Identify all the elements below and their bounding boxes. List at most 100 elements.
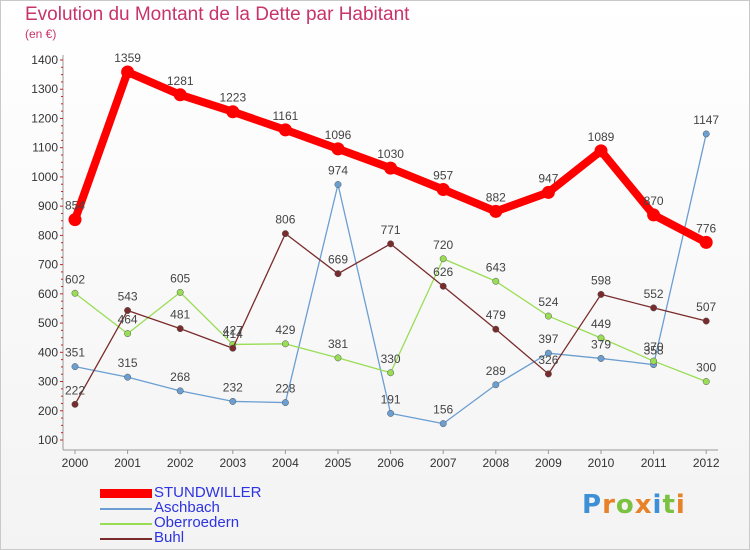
logo-letter: P [582, 490, 603, 520]
data-label: 947 [538, 171, 558, 185]
data-point [594, 144, 608, 158]
y-tick-label: 1100 [32, 141, 58, 155]
y-tick-label: 400 [38, 345, 58, 359]
data-label: 222 [65, 383, 85, 397]
y-tick-label: 500 [38, 316, 58, 330]
data-label: 449 [591, 317, 611, 331]
data-point [226, 105, 240, 119]
data-label: 414 [223, 327, 243, 341]
data-label: 268 [170, 370, 190, 384]
data-label: 507 [696, 300, 716, 314]
legend-label-stundwiller: STUNDWILLER [154, 484, 262, 501]
data-point [699, 235, 713, 249]
data-label: 602 [65, 272, 85, 286]
data-point [492, 381, 500, 389]
data-label: 300 [696, 361, 716, 375]
data-label: 370 [644, 340, 664, 354]
legend-item: Buhl [100, 529, 320, 546]
data-point [439, 282, 447, 290]
data-point [492, 325, 500, 333]
proxiti-logo[interactable]: Proxiti [582, 490, 686, 520]
x-tick-label: 2006 [377, 456, 404, 470]
y-tick-label: 700 [38, 258, 58, 272]
data-label: 720 [433, 238, 453, 252]
x-tick-label: 2000 [62, 456, 89, 470]
data-point [334, 181, 342, 188]
x-tick-label: 2007 [430, 456, 457, 470]
x-tick-label: 2010 [588, 456, 615, 470]
data-label: 974 [328, 164, 348, 178]
chart-unit: (en €) [25, 27, 57, 41]
legend-swatch-stundwiller [100, 489, 152, 498]
x-tick-label: 2003 [219, 456, 246, 470]
data-label: 1281 [167, 74, 194, 88]
y-tick-label: 200 [38, 404, 58, 418]
data-point [124, 307, 132, 314]
data-label: 358 [644, 344, 664, 358]
data-point [544, 349, 552, 357]
legend-item: Aschbach [100, 499, 320, 516]
data-label: 427 [223, 323, 243, 337]
x-tick-label: 2005 [325, 456, 352, 470]
data-label: 464 [118, 313, 138, 327]
data-label: 191 [381, 392, 401, 406]
data-label: 326 [538, 353, 558, 367]
data-point [71, 363, 79, 371]
data-point [176, 288, 184, 296]
data-point [702, 317, 710, 325]
data-label: 1030 [377, 147, 404, 161]
data-point [387, 409, 395, 417]
legend-swatch-oberroedern [100, 523, 152, 525]
x-tick-label: 2004 [272, 456, 299, 470]
data-label: 1147 [693, 113, 719, 127]
y-tick-label: 1000 [31, 170, 58, 184]
data-label: 806 [275, 213, 295, 227]
legend-label-buhl: Buhl [154, 529, 185, 546]
logo-letter: i [652, 490, 663, 520]
data-point [229, 397, 237, 405]
data-point [71, 289, 79, 297]
data-point [173, 88, 187, 102]
data-label: 626 [433, 265, 453, 279]
legend: STUNDWILLER Aschbach Oberroedern Buhl [100, 484, 320, 546]
y-tick-label: 1400 [31, 53, 58, 67]
data-point [176, 387, 184, 395]
data-point [597, 354, 605, 362]
logo-letter: x [634, 490, 653, 520]
logo-letter: i [675, 490, 686, 520]
data-label: 1161 [272, 109, 298, 123]
data-point [702, 130, 710, 138]
data-point [489, 204, 503, 218]
data-point [384, 161, 398, 175]
x-tick-label: 2012 [693, 456, 720, 470]
x-tick-label: 2011 [641, 456, 667, 470]
data-point [647, 208, 661, 222]
y-tick-label: 1300 [31, 82, 58, 96]
data-point [544, 312, 552, 320]
data-label: 643 [486, 260, 506, 274]
data-point [121, 65, 135, 79]
data-label: 957 [433, 168, 453, 182]
data-label: 524 [538, 295, 558, 309]
data-point [436, 182, 450, 196]
legend-swatch-buhl [100, 538, 152, 540]
data-point [650, 357, 658, 365]
data-point [492, 277, 500, 285]
data-label: 351 [65, 346, 85, 360]
data-label: 289 [486, 364, 506, 378]
data-label: 854 [65, 199, 85, 213]
data-label: 552 [644, 287, 664, 301]
data-point [68, 213, 82, 227]
data-label: 543 [118, 290, 138, 304]
data-label: 481 [170, 308, 190, 322]
data-point [597, 290, 605, 298]
data-point [702, 378, 710, 385]
data-point [439, 255, 447, 263]
data-point [387, 369, 395, 377]
data-label: 156 [433, 403, 453, 417]
x-tick-label: 2002 [167, 456, 194, 470]
data-label: 381 [328, 337, 348, 351]
data-point [124, 373, 132, 381]
